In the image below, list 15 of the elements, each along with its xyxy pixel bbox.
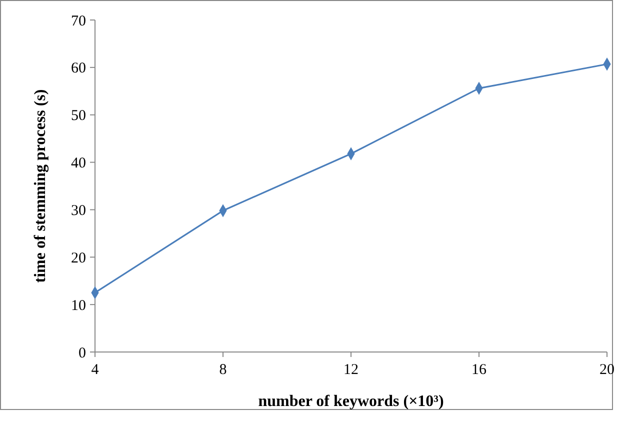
x-tick-label: 12 [344,362,358,378]
x-tick-label: 20 [600,362,614,378]
y-tick-label: 10 [71,298,86,314]
y-tick-label: 40 [71,156,86,172]
x-tick-label: 16 [472,362,487,378]
x-axis-title: number of keywords (×10³) [258,393,444,410]
x-tick-label: 8 [219,362,227,378]
y-tick-label: 0 [78,345,86,362]
y-axis-title: time of stemming process (s) [32,89,49,283]
y-tick-label: 70 [71,13,86,30]
y-tick-label: 20 [71,250,86,266]
y-tick-label: 60 [71,60,86,77]
y-tick-label: 30 [71,202,86,219]
y-tick-label: 50 [71,108,86,124]
x-tick-label: 4 [91,362,100,378]
